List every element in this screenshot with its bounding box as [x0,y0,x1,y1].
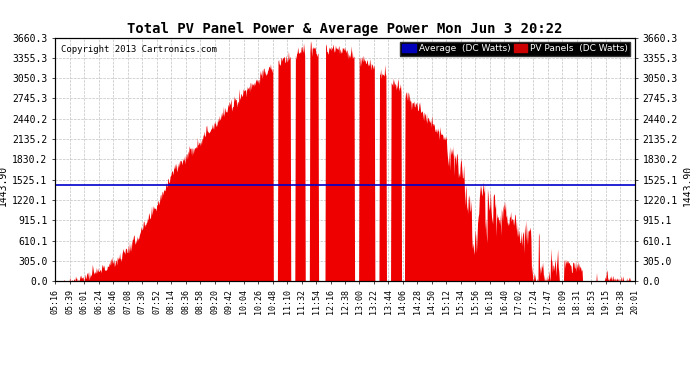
Text: 1443.90: 1443.90 [0,165,8,206]
Text: Copyright 2013 Cartronics.com: Copyright 2013 Cartronics.com [61,45,217,54]
Text: 1443.90: 1443.90 [682,165,690,206]
Title: Total PV Panel Power & Average Power Mon Jun 3 20:22: Total PV Panel Power & Average Power Mon… [127,22,563,36]
Legend: Average  (DC Watts), PV Panels  (DC Watts): Average (DC Watts), PV Panels (DC Watts) [400,42,630,56]
